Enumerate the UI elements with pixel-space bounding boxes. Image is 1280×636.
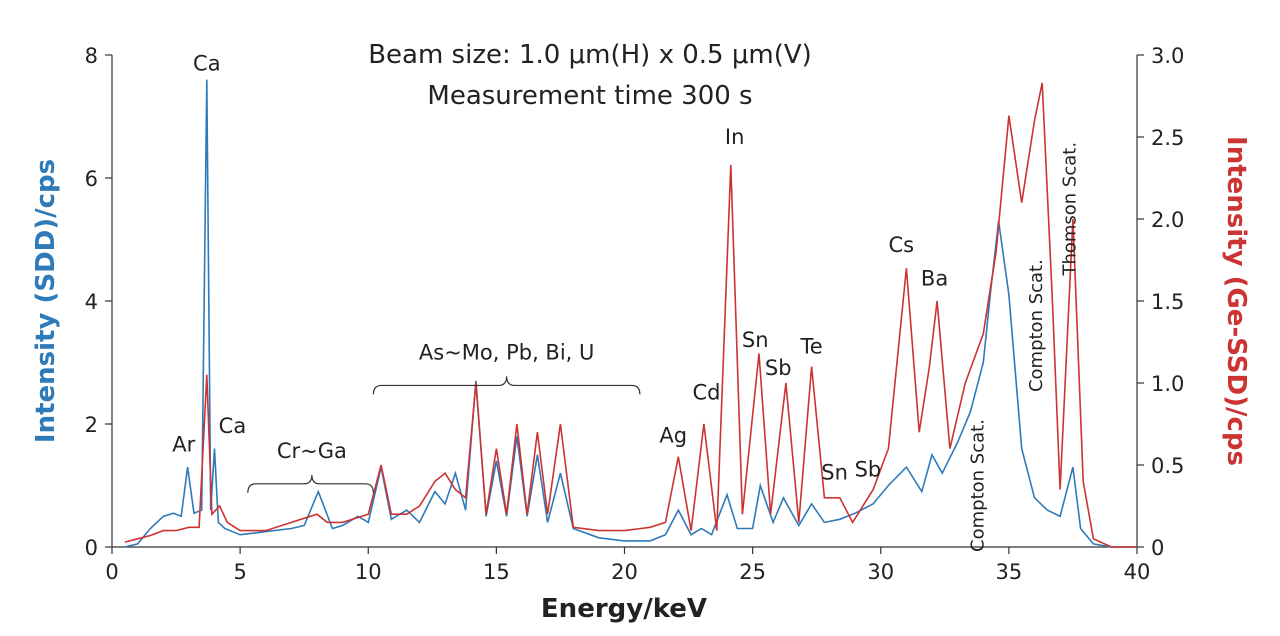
y-tick-label-left: 4 [85, 290, 98, 314]
y-tick-label-right: 2.0 [1151, 208, 1184, 232]
annotation-label: Sn [742, 328, 769, 352]
annotation-label: Ar [172, 433, 195, 457]
y-axis-label-right: Intensity (Ge-SSD)/cps [1221, 136, 1251, 466]
x-tick-label: 0 [105, 560, 118, 584]
annotation-label: Cr~Ga [277, 439, 347, 463]
annotation-label: Sb [765, 356, 792, 380]
annotation-label: Compton Scat. [967, 419, 988, 552]
x-tick-label: 15 [483, 560, 510, 584]
y-tick-label-left: 2 [85, 413, 98, 437]
annotation-label: As~Mo, Pb, Bi, U [419, 340, 595, 364]
annotation-label: Thomson Scat. [1060, 142, 1081, 277]
y-tick-label-right: 3.0 [1151, 44, 1184, 68]
y-tick-label-left: 0 [85, 536, 98, 560]
annotation-label: Ca [193, 51, 221, 75]
x-tick-label: 30 [867, 560, 894, 584]
x-axis-label: Energy/keV [541, 594, 707, 624]
y-axis-label-left: Intensity (SDD)/cps [31, 159, 61, 443]
annotation-label: Compton Scat. [1026, 259, 1047, 392]
annotation-label: Sn [821, 460, 848, 484]
annotation-label: In [725, 125, 745, 149]
y-tick-label-right: 0 [1151, 536, 1164, 560]
x-tick-label: 5 [233, 560, 246, 584]
x-tick-label: 10 [355, 560, 382, 584]
series-line-sdd [124, 79, 1137, 548]
chart-title-line-1: Beam size: 1.0 μm(H) x 0.5 μm(V) [368, 40, 812, 70]
y-tick-label-right: 1.0 [1151, 372, 1184, 396]
y-tick-label-right: 0.5 [1151, 454, 1184, 478]
x-tick-label: 35 [996, 560, 1023, 584]
annotation-label: Cs [888, 233, 914, 257]
annotation-label: Te [799, 334, 822, 358]
annotation-brace [372, 376, 641, 395]
annotation-label: Ag [659, 423, 687, 447]
x-tick-label: 25 [739, 560, 766, 584]
x-tick-label: 40 [1124, 560, 1151, 584]
y-tick-label-right: 1.5 [1151, 290, 1184, 314]
y-tick-label-left: 8 [85, 44, 98, 68]
y-tick-label-right: 2.5 [1151, 126, 1184, 150]
annotation-brace [247, 474, 374, 493]
annotation-label: Sb [855, 457, 882, 481]
series-line-ge-ssd [124, 82, 1137, 548]
x-tick-label: 20 [611, 560, 638, 584]
annotation-label: Ba [921, 267, 948, 291]
chart-title-line-2: Measurement time 300 s [427, 81, 752, 111]
annotation-label: Cd [693, 380, 721, 404]
annotation-label: Ca [219, 414, 247, 438]
y-tick-label-left: 6 [85, 167, 98, 191]
